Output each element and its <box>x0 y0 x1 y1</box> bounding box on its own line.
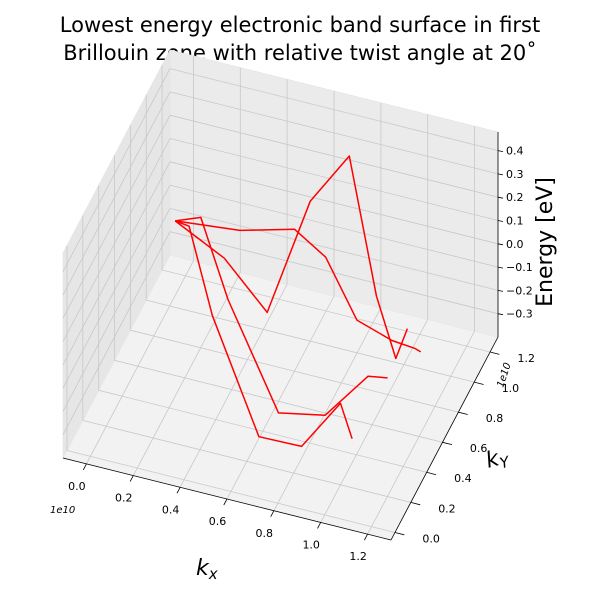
y-tick-label-4: 0.8 <box>486 412 504 425</box>
z-grid-back-5 <box>169 114 499 198</box>
z-grid-left-1 <box>62 208 171 412</box>
y-tick-mark-4 <box>458 411 468 415</box>
z-tick-mark-4 <box>497 220 504 222</box>
y-grid-floor-2 <box>98 389 427 473</box>
y-tick-mark-5 <box>474 381 484 385</box>
y-tick-label-6: 1.2 <box>518 352 536 365</box>
band-curve-0 <box>174 220 353 448</box>
x-grid-floor-5 <box>320 319 429 523</box>
x-grid-floor-6 <box>367 330 475 535</box>
z-grid-left-6 <box>62 91 171 296</box>
z-tick-mark-7 <box>497 150 504 152</box>
z-tick-label-6: 0.3 <box>506 168 524 181</box>
z-tick-label-4: 0.1 <box>506 215 524 228</box>
x-grid-floor-0 <box>86 260 194 465</box>
z-tick-mark-2 <box>497 266 504 269</box>
z-tick-label-7: 0.4 <box>506 145 524 158</box>
z-grid-left-7 <box>62 68 171 272</box>
x-grid-floor-1 <box>132 272 241 476</box>
z-grid-left-4 <box>62 138 171 342</box>
y-axis-label-subscript: Y <box>498 452 513 472</box>
y-tick-mark-0 <box>394 532 405 536</box>
z-grid-left-5 <box>62 115 171 319</box>
z-grid-back-1 <box>169 208 499 291</box>
x-axis-line <box>62 457 392 541</box>
x-tick-mark-3 <box>223 498 228 506</box>
y-tick-label-0: 0.0 <box>422 532 440 545</box>
y-tick-mark-1 <box>410 502 421 506</box>
z-tick-mark-5 <box>497 196 504 199</box>
x-tick-label-2: 0.4 <box>162 503 180 516</box>
x-grid-floor-2 <box>179 284 288 488</box>
x-tick-mark-5 <box>317 522 322 529</box>
x-tick-label-5: 1.0 <box>302 539 320 552</box>
y-tick-mark-3 <box>442 441 452 445</box>
band-curves <box>174 155 422 448</box>
z-tick-mark-3 <box>497 243 504 246</box>
z-tick-label-1: −0.2 <box>506 284 533 297</box>
x-tick-mark-1 <box>129 475 134 482</box>
y-tick-label-5: 1.0 <box>502 382 520 395</box>
y-tick-label-3: 0.6 <box>470 442 488 455</box>
x-grid-floor-4 <box>273 307 382 511</box>
chart-title-line-2: Brillouin zone with relative twist angle… <box>63 41 536 65</box>
band-curve-1 <box>175 216 388 416</box>
z-grid-back-3 <box>169 161 499 245</box>
x-tick-label-3: 0.6 <box>209 515 227 528</box>
z-grid-left-3 <box>62 161 171 365</box>
x-tick-label-0: 0.0 <box>68 480 86 493</box>
y-tick-label-1: 0.2 <box>438 502 456 515</box>
axis-panes <box>62 49 499 541</box>
z-tick-mark-1 <box>497 290 504 292</box>
z-grid-left-2 <box>62 184 171 389</box>
z-axis-label: Energy [eV] <box>533 177 558 307</box>
x-grid-floor-3 <box>226 295 335 500</box>
y-axis-line <box>390 336 499 541</box>
y-grid-floor-6 <box>162 269 491 353</box>
z-tick-label-3: 0.0 <box>506 238 524 251</box>
x-axis-label: kx <box>196 556 218 583</box>
y-tick-mark-2 <box>426 471 437 476</box>
z-tick-mark-0 <box>497 313 504 316</box>
y-tick-mark-6 <box>490 351 500 355</box>
z-tick-mark-6 <box>497 173 504 176</box>
x-axis: 0.0 0.2 0.4 0.6 0.8 1.0 1.2 <box>62 457 392 563</box>
z-grid-back-6 <box>169 91 499 175</box>
x-tick-mark-0 <box>82 463 87 471</box>
z-tick-label-0: −0.3 <box>506 308 533 321</box>
y-grid-floor-3 <box>114 359 443 443</box>
x-tick-mark-4 <box>270 510 275 517</box>
z-tick-label-5: 0.2 <box>506 191 524 204</box>
y-tick-label-2: 0.4 <box>454 472 472 485</box>
x-tick-mark-6 <box>364 533 368 541</box>
y-grid-floor-1 <box>82 420 411 503</box>
grid-lines <box>62 55 499 535</box>
x-axis-multiplier: 1e10 <box>50 505 75 516</box>
z-axis: −0.3 −0.2 −0.1 0.0 0.1 0.2 0.3 0.4 <box>497 132 533 337</box>
band-curve-3 <box>175 220 422 353</box>
chart-title-line-1: Lowest energy electronic band surface in… <box>60 13 540 37</box>
y-axis: 0.0 0.2 0.4 0.6 0.8 1.0 1.2 <box>390 336 536 545</box>
y-grid-floor-4 <box>130 329 459 413</box>
x-tick-label-1: 0.2 <box>115 492 133 505</box>
y-axis-label: kY <box>483 444 513 476</box>
y-grid-floor-0 <box>66 450 396 533</box>
z-grid-back-2 <box>169 184 499 268</box>
left-pane <box>62 49 171 459</box>
z-grid-left-0 <box>62 231 171 435</box>
z-tick-label-2: −0.1 <box>506 261 533 274</box>
band-curve-2 <box>174 155 409 360</box>
x-tick-label-6: 1.2 <box>349 550 367 563</box>
z-grid-back-7 <box>169 68 499 151</box>
x-tick-mark-2 <box>176 487 181 494</box>
x-axis-label-subscript: x <box>208 565 218 583</box>
y-grid-floor-5 <box>146 299 475 383</box>
z-grid-back-4 <box>169 138 499 221</box>
x-tick-label-4: 0.8 <box>256 527 274 540</box>
